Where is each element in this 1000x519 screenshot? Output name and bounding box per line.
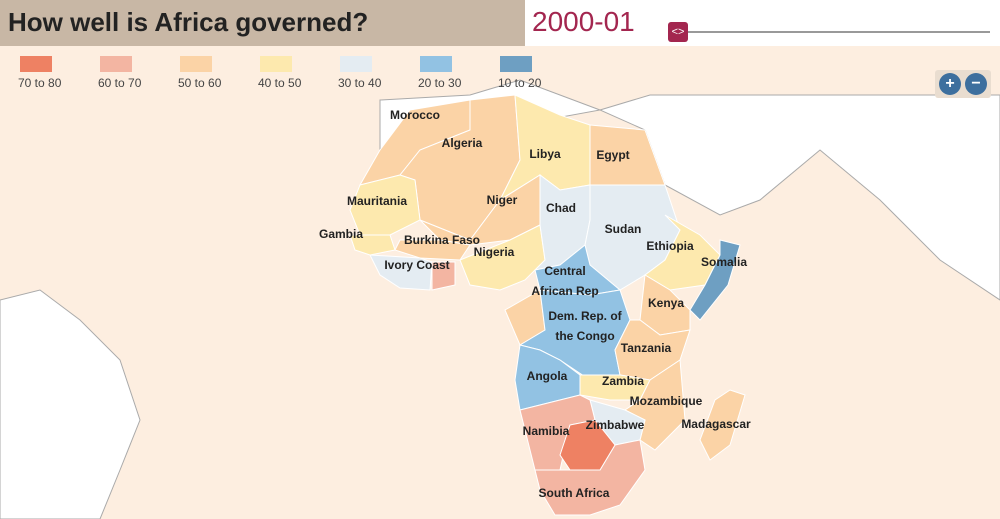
country-label: Sudan — [605, 222, 642, 236]
legend-swatch — [100, 56, 132, 72]
country-label: Libya — [529, 147, 561, 161]
country-label: Mauritania — [347, 194, 407, 208]
country-label: Gambia — [319, 227, 363, 241]
legend-label: 70 to 80 — [18, 76, 62, 90]
title-bar: How well is Africa governed? — [0, 0, 525, 46]
legend-swatch — [500, 56, 532, 72]
country-label: Somalia — [701, 255, 747, 269]
country — [699, 389, 746, 461]
period: 2000-01 — [532, 6, 635, 37]
zoom-controls: + − — [935, 70, 991, 98]
country — [349, 174, 421, 236]
country-label: Egypt — [596, 148, 629, 162]
legend: 70 to 80 60 to 70 50 to 60 40 to 50 30 to 40… — [0, 56, 1000, 92]
country — [584, 184, 681, 291]
title: How well is Africa governed? — [8, 7, 369, 37]
country — [689, 239, 741, 321]
legend-swatch — [420, 56, 452, 72]
country-label: Niger — [487, 193, 518, 207]
timeline: 2000-01 <> — [525, 0, 1000, 46]
country-label: Ivory Coast — [384, 258, 449, 272]
country — [349, 234, 396, 256]
country-label: Central — [544, 264, 585, 278]
country-label: Tanzania — [621, 341, 672, 355]
country-label: South Africa — [539, 486, 610, 500]
other-country — [431, 261, 456, 291]
country-label: Mozambique — [630, 394, 703, 408]
country-label: Nigeria — [474, 245, 515, 259]
country-label: Ethiopia — [646, 239, 694, 253]
slider-track[interactable] — [675, 31, 990, 33]
legend-swatch — [20, 56, 52, 72]
slider-handle[interactable]: <> — [668, 22, 688, 42]
zoom-in[interactable]: + — [939, 73, 961, 95]
country-label: Algeria — [442, 136, 483, 150]
country-label: Namibia — [523, 424, 570, 438]
country-label: Chad — [546, 201, 576, 215]
legend-swatch — [340, 56, 372, 72]
country-label: African Rep — [531, 284, 598, 298]
country — [534, 439, 646, 516]
country-label: Morocco — [390, 108, 440, 122]
legend-label: 40 to 50 — [258, 76, 302, 90]
country-label: Angola — [527, 369, 568, 383]
legend-label: 10 to 20 — [498, 76, 542, 90]
country-label: Burkina Faso — [404, 233, 480, 247]
zoom-out[interactable]: − — [965, 73, 987, 95]
country-label: Kenya — [648, 296, 684, 310]
legend-swatch — [180, 56, 212, 72]
country-label: Madagascar — [681, 417, 751, 431]
legend-label: 60 to 70 — [98, 76, 142, 90]
country-label: Zambia — [602, 374, 644, 388]
country-label: Dem. Rep. of — [548, 309, 622, 323]
legend-label: 30 to 40 — [338, 76, 382, 90]
south-america — [0, 289, 141, 519]
legend-swatch — [260, 56, 292, 72]
legend-label: 20 to 30 — [418, 76, 462, 90]
country-label: the Congo — [555, 329, 614, 343]
other-country — [559, 419, 616, 471]
country-label: Zimbabwe — [586, 418, 645, 432]
eurasia — [598, 94, 1000, 301]
legend-label: 50 to 60 — [178, 76, 222, 90]
country — [369, 254, 433, 291]
